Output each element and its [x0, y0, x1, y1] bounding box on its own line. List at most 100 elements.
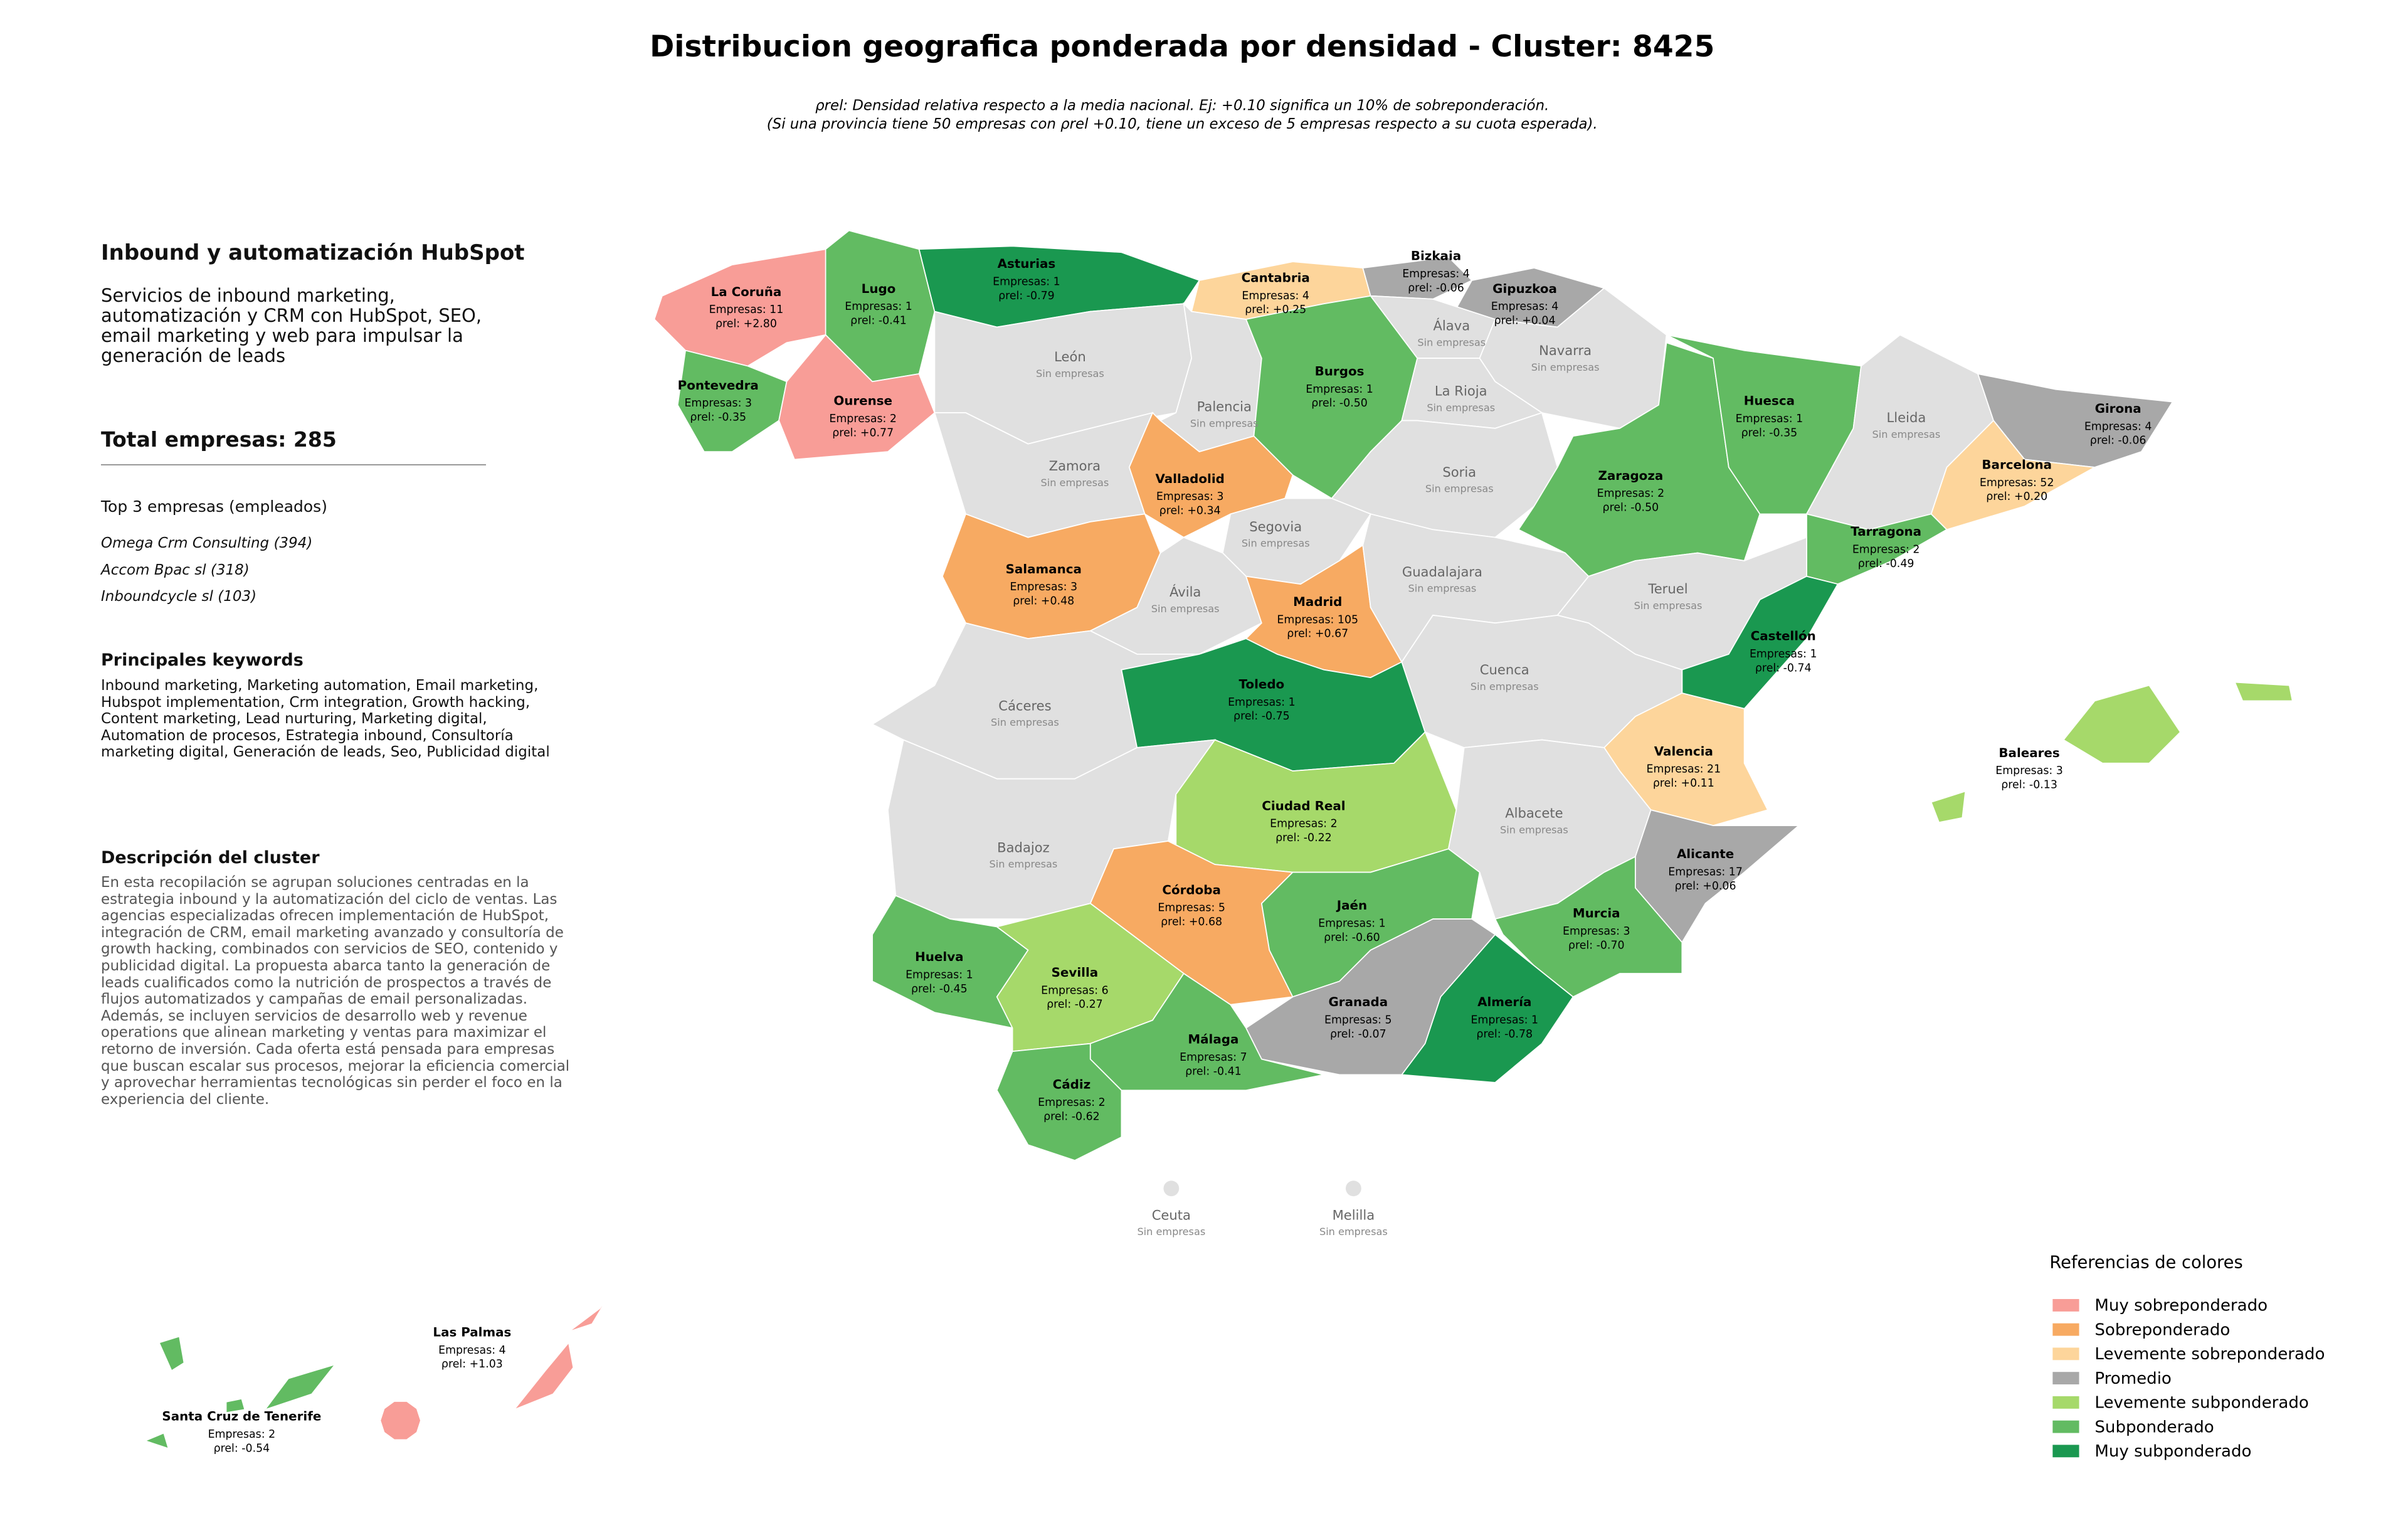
province-rho: ρrel: +0.48: [1013, 595, 1074, 607]
province-name: Sevilla: [1052, 965, 1099, 980]
province-shape: [1345, 1180, 1361, 1197]
top-item: Inboundcycle sl (103): [101, 588, 257, 605]
legend-label: Promedio: [2094, 1369, 2172, 1388]
legend-swatch: [2052, 1372, 2079, 1385]
legend-label: Muy subponderado: [2094, 1442, 2251, 1461]
province-status: Sin empresas: [1319, 1226, 1388, 1238]
province-name: Madrid: [1293, 595, 1342, 609]
province-name: Navarra: [1539, 342, 1592, 358]
province-name: Murcia: [1573, 906, 1620, 921]
province-count: Empresas: 1: [1318, 917, 1386, 930]
province-rho: ρrel: -0.75: [1233, 710, 1290, 723]
province-name: Lleida: [1887, 410, 1926, 425]
province-count: Empresas: 6: [1041, 984, 1109, 997]
province-rho: ρrel: +0.20: [1986, 491, 2047, 503]
province-name: Ávila: [1170, 584, 1201, 600]
province-rho: ρrel: -0.41: [1185, 1065, 1242, 1078]
province-shape: [263, 1363, 337, 1411]
legend-label: Sobreponderado: [2094, 1320, 2230, 1339]
legend-swatch: [2052, 1298, 2079, 1312]
province-name: Castellón: [1751, 629, 1816, 644]
description-title: Descripción del cluster: [101, 848, 320, 867]
province-name: Granada: [1329, 995, 1388, 1009]
province-rho: ρrel: -0.06: [1408, 282, 1464, 294]
province-status: Sin empresas: [1408, 583, 1477, 595]
province-name: Melilla: [1333, 1207, 1375, 1223]
legend-label: Muy sobreponderado: [2094, 1297, 2268, 1315]
province-shape: [2234, 681, 2293, 702]
province-name: Cáceres: [998, 698, 1051, 713]
province-count: Empresas: 4: [1242, 290, 1309, 302]
province-name: Palencia: [1197, 399, 1252, 415]
province-status: Sin empresas: [1040, 477, 1109, 489]
province-shape: [1930, 420, 2097, 531]
province-shape: [653, 229, 850, 367]
province-count: Empresas: 3: [1156, 491, 1224, 503]
province-shape: [996, 1043, 1122, 1161]
province-name: Tarragona: [1851, 524, 1921, 539]
province-name: Albacete: [1505, 805, 1563, 821]
province-count: Empresas: 2: [1270, 818, 1338, 830]
province-name: Pontevedra: [678, 378, 759, 393]
province-rho: ρrel: -0.62: [1043, 1110, 1100, 1123]
province-status: Sin empresas: [1872, 428, 1941, 440]
province-name: Zaragoza: [1598, 469, 1663, 483]
province-rho: ρrel: -0.35: [1741, 427, 1798, 439]
province-count: Empresas: 1: [1306, 383, 1373, 396]
province-name: Baleares: [1999, 746, 2059, 760]
province-count: Empresas: 3: [1010, 581, 1077, 593]
province-status: Sin empresas: [1417, 336, 1486, 348]
province-shape: [158, 1335, 185, 1372]
province-name: Bizkaia: [1411, 249, 1461, 263]
keywords: Inbound marketing, Marketing automation,…: [101, 677, 550, 760]
province-count: Empresas: 2: [1038, 1096, 1106, 1109]
province-rho: ρrel: -0.35: [690, 411, 746, 423]
province-rho: ρrel: +0.68: [1161, 916, 1222, 928]
province-name: Cádiz: [1053, 1078, 1091, 1092]
province-shape: [143, 1432, 169, 1450]
province-name: Álava: [1434, 317, 1471, 333]
province-shape: [1089, 536, 1262, 655]
province-name: Zamora: [1049, 458, 1101, 474]
province-status: Sin empresas: [991, 716, 1059, 728]
legend-swatch: [2052, 1347, 2079, 1361]
legend-label: Subponderado: [2094, 1418, 2214, 1436]
province-rho: ρrel: -0.50: [1311, 397, 1368, 410]
province-count: Empresas: 3: [1563, 925, 1630, 938]
legend-label: Levemente sobreponderado: [2094, 1345, 2325, 1364]
province-name: Lugo: [862, 282, 896, 296]
legend-swatch: [2052, 1323, 2079, 1336]
province-rho: ρrel: +0.77: [832, 427, 894, 439]
legend-swatch: [2052, 1396, 2079, 1409]
province-name: Córdoba: [1162, 883, 1221, 897]
province-count: Empresas: 4: [438, 1344, 506, 1357]
province-status: Sin empresas: [1151, 603, 1220, 615]
province-rho: ρrel: +0.25: [1245, 304, 1306, 316]
description: En esta recopilación se agrupan solucion…: [101, 874, 570, 1108]
province-shape: [1518, 342, 1761, 577]
province-name: Salamanca: [1006, 562, 1082, 576]
province-name: Ourense: [833, 394, 892, 408]
province-name: Ceuta: [1152, 1207, 1191, 1223]
province-name: Toledo: [1239, 677, 1285, 692]
legend-title: Referencias de colores: [2049, 1253, 2242, 1272]
keywords-title: Principales keywords: [101, 650, 304, 670]
province-rho: ρrel: +0.34: [1159, 504, 1221, 517]
province-name: Ciudad Real: [1262, 798, 1345, 813]
province-count: Empresas: 4: [1491, 300, 1559, 313]
province-count: Empresas: 5: [1324, 1014, 1392, 1026]
province-name: Jaén: [1336, 898, 1367, 913]
legend: Referencias de colores Muy sobreponderado…: [2049, 1253, 2325, 1461]
province-name: Las Palmas: [433, 1325, 511, 1340]
province-shape: [677, 349, 788, 452]
province-count: Empresas: 105: [1277, 613, 1358, 626]
province-rho: ρrel: -0.60: [1324, 931, 1380, 944]
province-count: Empresas: 1: [1228, 696, 1296, 709]
province-count: Empresas: 7: [1180, 1051, 1247, 1064]
province-rho: ρrel: -0.45: [911, 983, 968, 995]
province-status: Sin empresas: [1471, 681, 1539, 692]
province-count: Empresas: 21: [1647, 763, 1721, 776]
province-count: Empresas: 1: [1471, 1014, 1538, 1026]
province-count: Empresas: 5: [1158, 902, 1225, 915]
province-name: Teruel: [1647, 581, 1687, 597]
